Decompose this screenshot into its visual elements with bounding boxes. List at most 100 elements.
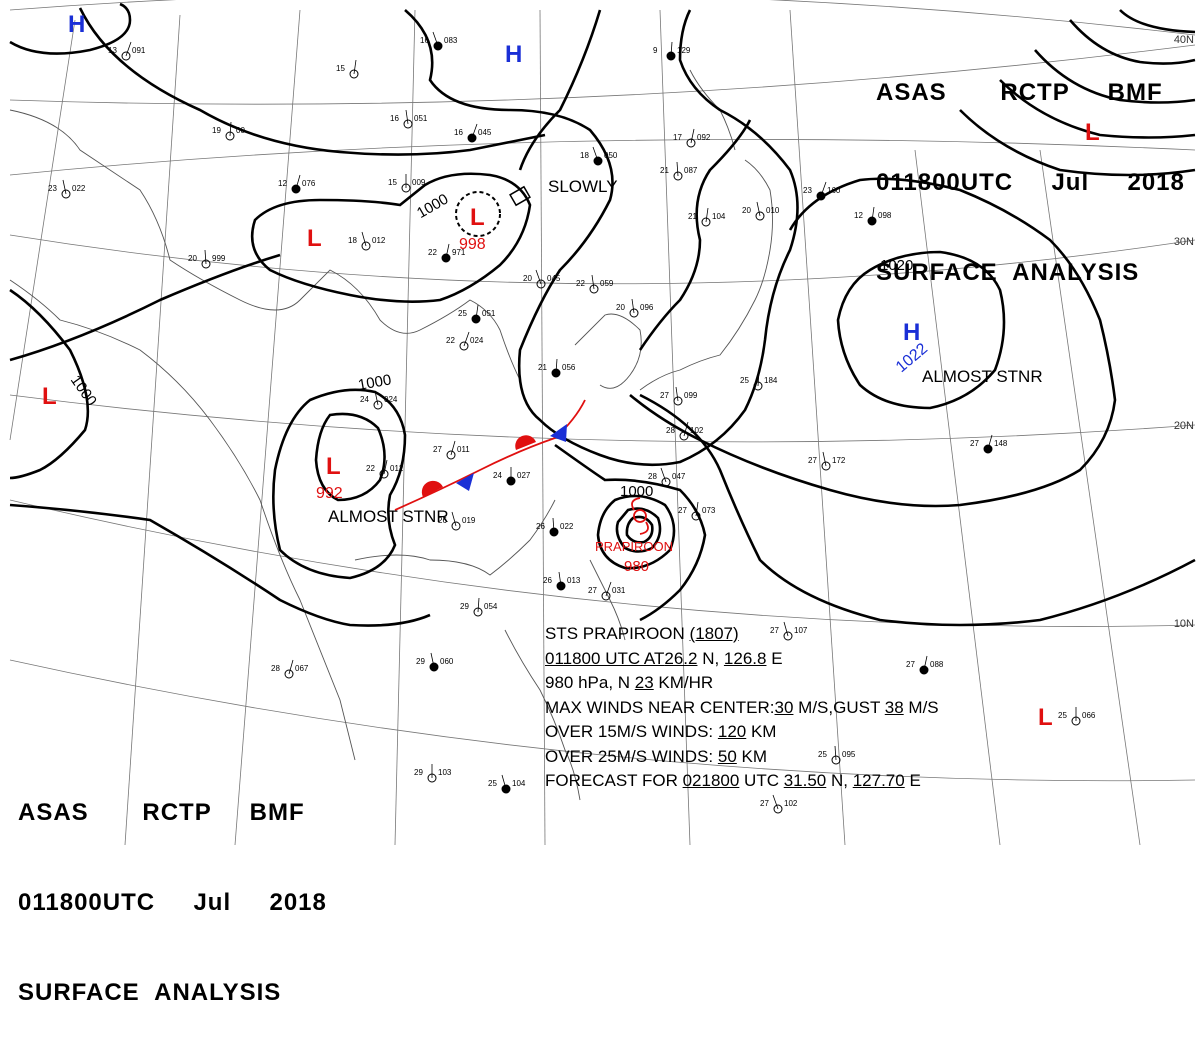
station-temp: 25: [818, 750, 827, 759]
station-plot: 21 087: [660, 161, 698, 181]
station-temp: 26: [543, 576, 552, 585]
station-pressure: 172: [832, 456, 846, 465]
station-plot: 16 083: [420, 31, 458, 51]
station-pressure: 073: [702, 506, 716, 515]
station-plot: 25 104: [488, 774, 526, 794]
storm-line-25ms: OVER 25M/S WINDS: 50 KM: [545, 746, 768, 766]
station-temp: 27: [433, 445, 442, 454]
station-circle: [446, 450, 456, 460]
station-pressure: 060: [440, 657, 454, 666]
station-circle: [679, 431, 689, 441]
wind-barb: [204, 249, 207, 265]
isobar-label: 1000: [620, 483, 653, 500]
station-temp: 28: [648, 472, 657, 481]
station-temp: 25: [458, 309, 467, 318]
station-temp: 25: [1058, 711, 1067, 720]
station-temp: 15: [388, 178, 397, 187]
high-symbol: H: [903, 319, 920, 346]
station-temp: 17: [673, 133, 682, 142]
station-plot: 23 022: [48, 179, 86, 199]
wind-barb: [834, 745, 837, 761]
station-pressure: 107: [794, 626, 808, 635]
station-plot: 25 095: [818, 745, 856, 765]
wind-barb: [592, 146, 599, 162]
station-temp: 21: [538, 363, 547, 372]
station-plot: 15 009: [388, 174, 426, 193]
station-plot: 24 024: [360, 390, 398, 410]
wind-barb: [705, 207, 709, 223]
station-pressure: 088: [930, 660, 944, 669]
station-temp: 27: [808, 456, 817, 465]
header-code: BMF: [249, 799, 305, 826]
station-plot: 20 010: [742, 201, 780, 221]
station-temp: 27: [660, 391, 669, 400]
motion-notes: SLOWLY ALMOST STNR ALMOST STNR: [328, 177, 1043, 526]
wind-barb: [445, 243, 450, 259]
low-pressure-value: 998: [459, 236, 486, 253]
station-plot: 27 099: [660, 386, 698, 406]
station-temp: 22: [446, 336, 455, 345]
station-temp: 20: [616, 303, 625, 312]
station-plot: 20 096: [616, 298, 654, 318]
station-plot: 21 056: [538, 358, 576, 378]
station-circle: [673, 396, 683, 406]
station-pressure: 148: [994, 439, 1008, 448]
stationary-front: [394, 399, 586, 511]
station-temp: 9: [653, 46, 658, 55]
latitude-label: 20N: [1173, 420, 1194, 432]
wind-barb: [757, 371, 760, 387]
station-temp: 27: [678, 506, 687, 515]
station-plot: 12 098: [854, 206, 892, 226]
wind-barb: [463, 331, 470, 347]
station-temp: 20: [523, 274, 532, 283]
header-month: Jul: [1051, 169, 1090, 196]
wind-barb: [288, 659, 294, 675]
wind-barb: [552, 517, 555, 533]
station-temp: 23: [803, 186, 812, 195]
storm-info: STS PRAPIROON (1807) 011800 UTC AT26.2 N…: [545, 622, 1015, 794]
station-temp: 16: [390, 114, 399, 123]
header-time: 011800UTC: [876, 169, 1014, 196]
wind-barb: [690, 128, 695, 144]
wind-barb: [432, 31, 439, 47]
station-plot: 25 184: [740, 371, 778, 391]
station-plot: 22 024: [446, 331, 484, 351]
station-temp: 21: [660, 166, 669, 175]
station-plot: 27 172: [808, 451, 846, 471]
station-circle: [284, 669, 294, 679]
header-region: ASAS: [18, 799, 89, 826]
wind-barb: [558, 571, 562, 587]
wind-barb: [675, 386, 679, 402]
station-plot: 20 999: [188, 249, 226, 269]
typhoon-name: PRAPIROON: [595, 539, 673, 554]
station-plot: 27 088: [906, 655, 944, 675]
station-temp: 27: [970, 439, 979, 448]
station-plot: 29 060: [416, 652, 454, 672]
station-temp: 28: [666, 426, 675, 435]
station-temp: 20: [188, 254, 197, 263]
station-pressure: 076: [302, 179, 316, 188]
station-pressure: 00: [236, 126, 245, 135]
motion-note-almost-stnr: ALMOST STNR: [922, 367, 1043, 386]
station-pressure: 022: [72, 184, 86, 193]
station-plot: 28 067: [271, 659, 309, 679]
station-temp: 22: [366, 464, 375, 473]
station-pressure: 011: [457, 445, 470, 454]
station-pressure: 102: [690, 426, 704, 435]
station-pressure: 054: [484, 602, 498, 611]
header-line-2: 011800UTC Jul 2018: [18, 888, 327, 918]
station-plot: 27 107: [770, 621, 808, 641]
header-line-3: SURFACE ANALYSIS: [18, 979, 282, 1006]
station-circle: [629, 308, 639, 318]
header-center: RCTP: [1000, 79, 1070, 106]
station-pressure: 051: [414, 114, 428, 123]
station-circle: [61, 189, 71, 199]
station-plot: 9 129: [653, 41, 691, 61]
station-pressure: 027: [517, 471, 531, 480]
station-pressure: 184: [764, 376, 778, 385]
low-symbol: L: [42, 383, 57, 410]
station-pressure: 045: [478, 128, 492, 137]
station-temp: 15: [336, 64, 345, 73]
station-plot: 23 160: [803, 181, 841, 201]
